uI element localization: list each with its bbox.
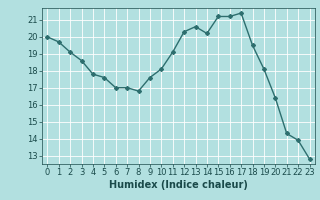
X-axis label: Humidex (Indice chaleur): Humidex (Indice chaleur) (109, 180, 248, 190)
